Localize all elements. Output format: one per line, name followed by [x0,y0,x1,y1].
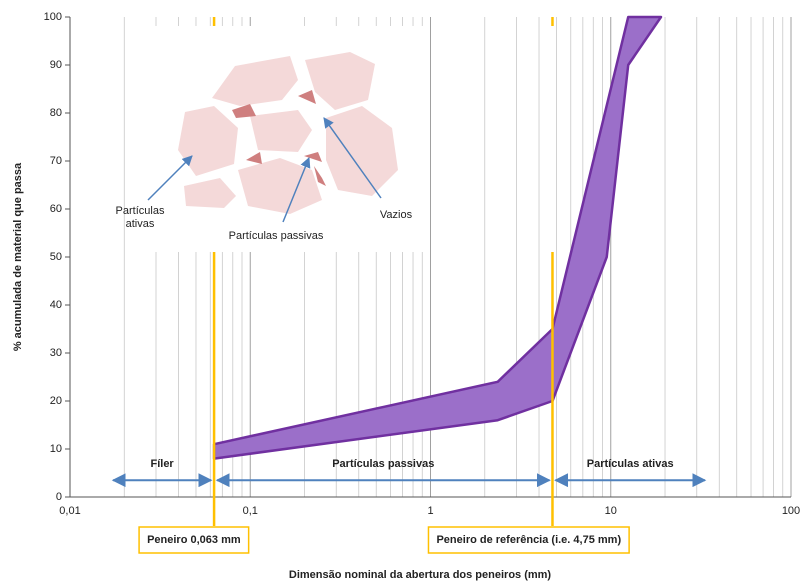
inset-label: ativas [126,218,155,230]
y-tick-label: 10 [50,443,62,455]
reference-label: Peneiro de referência (i.e. 4,75 mm) [436,534,621,546]
inset-label: Vazios [380,209,413,221]
y-axis-title: % acumulada de material que passa [12,162,24,351]
region-label: Fíler [150,458,174,470]
x-tick-label: 0,01 [59,505,80,517]
y-tick-label: 70 [50,155,62,167]
x-tick-label: 0,1 [243,505,258,517]
y-tick-label: 20 [50,395,62,407]
reference-box [427,526,630,554]
x-tick-label: 1 [427,505,433,517]
y-tick-label: 100 [44,11,62,23]
y-tick-label: 60 [50,203,62,215]
inset-arrows [147,117,382,223]
x-tick-label: 10 [605,505,617,517]
x-axis-title: Dimensão nominal da abertura dos peneiro… [289,569,552,581]
inset-illustration: Partículas ativas Partículas passivas Va… [116,26,427,252]
inset-label: Partículas [116,205,165,217]
y-tick-label: 50 [50,251,62,263]
overlay: Peneiro 0,063 mm Peneiro de referência (i… [138,17,630,554]
region-label: Partículas ativas [587,458,674,470]
band-area [212,15,663,460]
y-tick-label: 80 [50,107,62,119]
y-tick-label: 30 [50,347,62,359]
reference-box [138,526,250,554]
region-label: Partículas passivas [332,458,434,470]
passive-particles [232,90,326,186]
reference-label: Peneiro 0,063 mm [147,534,241,546]
inset-label: Partículas passivas [229,230,324,242]
particles [178,52,398,214]
y-tick-label: 90 [50,59,62,71]
x-tick-label: 100 [782,505,800,517]
y-tick-label: 0 [56,491,62,503]
y-tick-label: 40 [50,299,62,311]
